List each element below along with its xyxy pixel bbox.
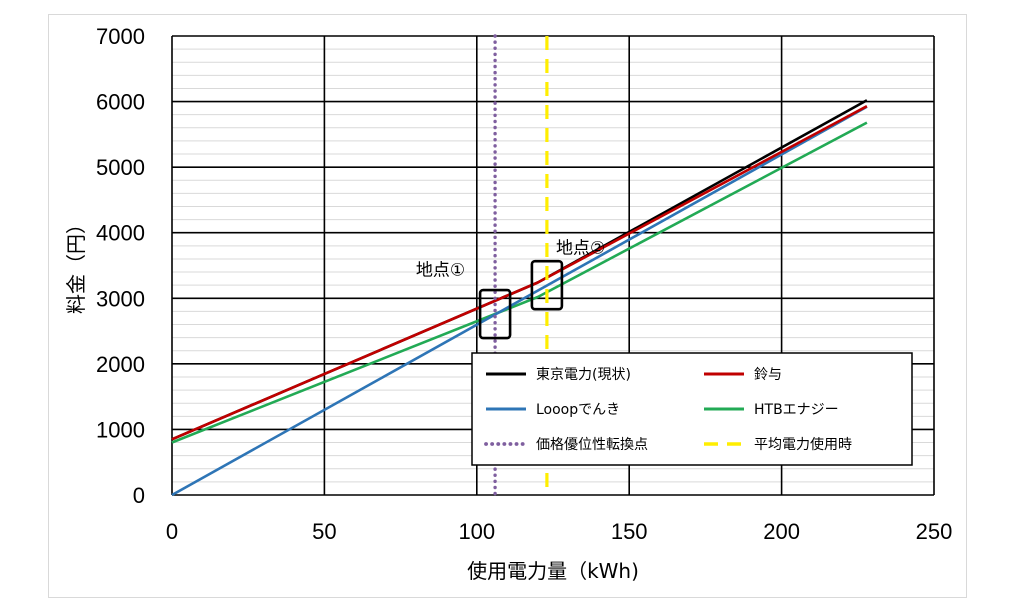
x-tick-label: 50 — [312, 519, 336, 544]
series-line — [171, 105, 868, 441]
y-tick-label: 6000 — [96, 90, 145, 115]
y-tick-labels: 0 1000 2000 3000 4000 5000 6000 7000 — [96, 24, 145, 508]
legend-label: 価格優位性転換点 — [536, 437, 648, 453]
legend-label: 東京電力(現状) — [536, 367, 631, 383]
annotations: 地点① 地点② — [416, 239, 605, 340]
x-tick-label: 0 — [166, 519, 178, 544]
legend-label: 鈴与 — [754, 367, 782, 383]
y-tick-label: 5000 — [96, 155, 145, 180]
y-tick-label: 0 — [133, 483, 145, 508]
x-tick-labels: 0 50 100 150 200 250 — [166, 519, 952, 544]
x-tick-label: 100 — [458, 519, 495, 544]
series-line — [171, 121, 868, 444]
chart-frame — [48, 14, 967, 598]
y-tick-label: 2000 — [96, 352, 145, 377]
annotation-label: 地点② — [556, 239, 605, 259]
annotation-box — [530, 259, 564, 311]
y-tick-label: 3000 — [96, 286, 145, 311]
series-lines — [171, 34, 868, 497]
x-tick-label: 250 — [916, 519, 953, 544]
x-tick-label: 150 — [611, 519, 648, 544]
x-axis-label: 使用電力量（kWh) — [467, 559, 639, 583]
legend-label: 平均電力使用時 — [754, 436, 852, 453]
series-line — [171, 105, 868, 497]
legend-box — [471, 352, 913, 466]
x-tick-label: 200 — [763, 519, 800, 544]
y-tick-label: 4000 — [96, 221, 145, 246]
legend-label: Looopでんき — [536, 402, 620, 418]
y-tick-label: 1000 — [96, 417, 145, 442]
y-axis-label: 料金（円） — [64, 214, 88, 314]
annotation-label: 地点① — [416, 260, 465, 280]
legend-label: HTBエナジー — [754, 402, 839, 418]
annotation-box — [478, 288, 512, 340]
y-tick-label: 7000 — [96, 24, 145, 49]
